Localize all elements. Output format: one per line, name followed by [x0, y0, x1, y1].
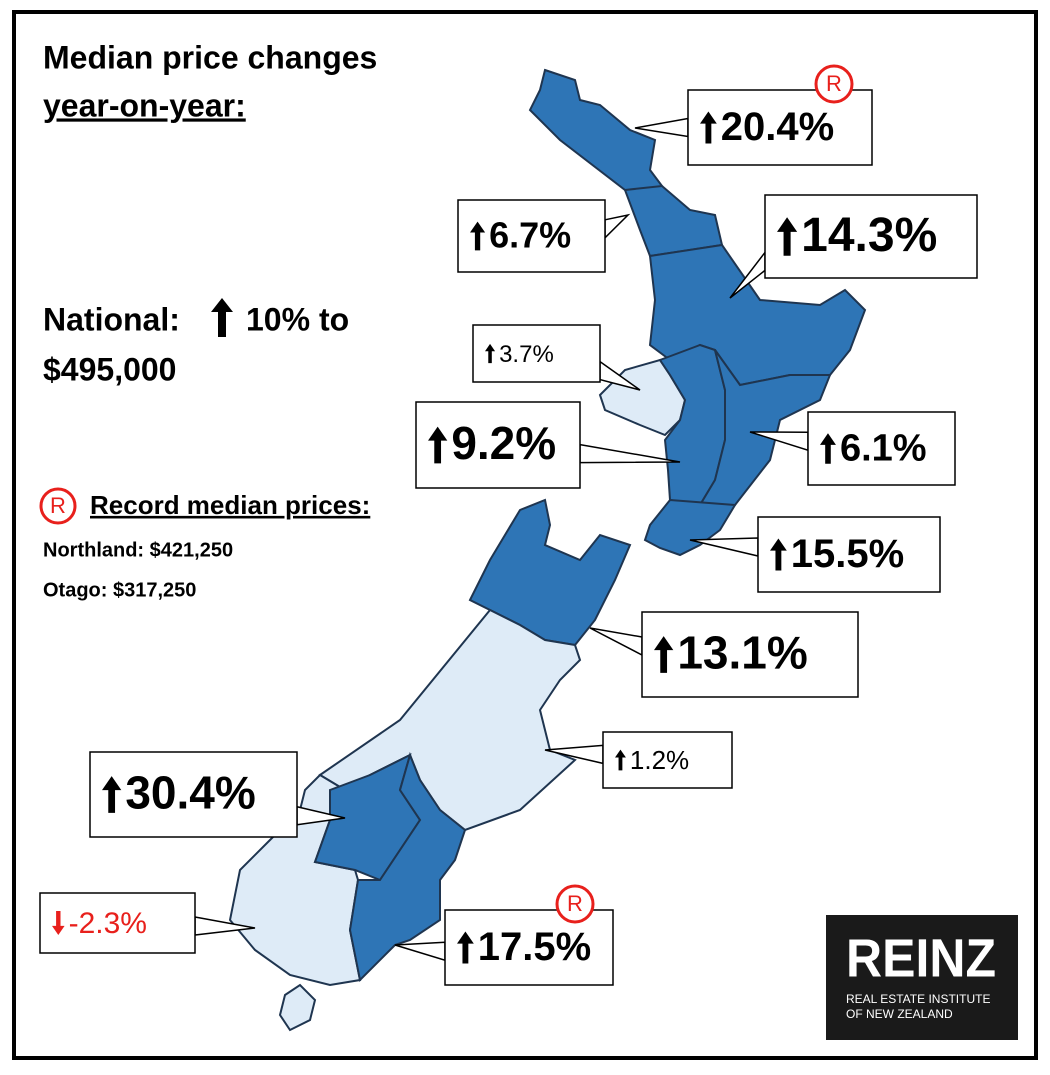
price-change: 6.7%: [489, 215, 571, 256]
region-wellington: [643, 498, 737, 557]
region-stewart-island: [278, 983, 317, 1032]
label-box: [472, 324, 601, 383]
price-change: 20.4%: [721, 105, 834, 149]
direction-arrow: [470, 221, 486, 251]
national-text: 10% to: [246, 301, 349, 337]
record-badge: [814, 64, 854, 104]
record-badge: [555, 884, 595, 924]
label-box: [641, 611, 859, 698]
logo-line: REAL ESTATE INSTITUTE: [846, 992, 990, 1006]
record-badge-text: R: [50, 493, 66, 518]
label-box: [457, 199, 606, 273]
national-label: National:: [43, 301, 180, 337]
label-box: [807, 411, 956, 486]
label-box: [764, 194, 978, 279]
logo-name: REINZ: [846, 928, 996, 988]
record-badge-text: R: [826, 71, 842, 96]
price-change: 30.4%: [125, 767, 255, 819]
record-item: Otago: $317,250: [43, 579, 196, 601]
label-box: [687, 89, 873, 166]
record-badge-text: R: [567, 891, 583, 916]
record-badge: [39, 487, 77, 525]
label-box: [757, 516, 941, 593]
national-arrow: [211, 298, 233, 337]
region-northland: [528, 68, 664, 198]
label-box: [89, 751, 298, 838]
label-box: [415, 401, 581, 489]
price-change: 15.5%: [791, 532, 904, 576]
subtitle: year-on-year:: [43, 87, 246, 123]
price-change: 1.2%: [630, 745, 689, 775]
direction-arrow: [777, 217, 798, 256]
direction-arrow: [102, 776, 122, 813]
direction-arrow: [700, 111, 717, 144]
price-change: 17.5%: [478, 925, 591, 969]
national-amount: $495,000: [43, 351, 176, 387]
direction-arrow: [428, 426, 448, 464]
price-change: 9.2%: [451, 417, 556, 469]
direction-arrow: [457, 931, 474, 964]
direction-arrow: [485, 343, 496, 364]
records-title: Record median prices:: [90, 490, 370, 520]
region-otago: [348, 751, 467, 983]
direction-arrow: [770, 538, 787, 571]
label-box: [444, 909, 614, 986]
direction-arrow: [52, 911, 65, 935]
price-change: -2.3%: [69, 907, 147, 940]
region-labels: 20.4% R 6.7% 14.3% 3.7% 9.2% 6.1% 15.5% 13.1% 1.2…: [39, 64, 978, 986]
region-hawkes-bay: [698, 349, 832, 506]
direction-arrow: [654, 636, 674, 673]
price-change: 3.7%: [499, 341, 554, 368]
logo-line: OF NEW ZEALAND: [846, 1007, 953, 1021]
price-change: 13.1%: [677, 627, 807, 679]
record-item: Northland: $421,250: [43, 539, 233, 561]
price-change: 6.1%: [840, 428, 927, 470]
title: Median price changes: [43, 39, 377, 75]
label-box: [602, 731, 733, 789]
label-box: [39, 892, 196, 954]
direction-arrow: [615, 749, 626, 771]
logo-background: [826, 915, 1018, 1040]
direction-arrow: [820, 433, 836, 464]
price-change: 14.3%: [801, 209, 937, 262]
logo: REINZ REAL ESTATE INSTITUTE OF NEW ZEALA…: [826, 915, 1018, 1040]
